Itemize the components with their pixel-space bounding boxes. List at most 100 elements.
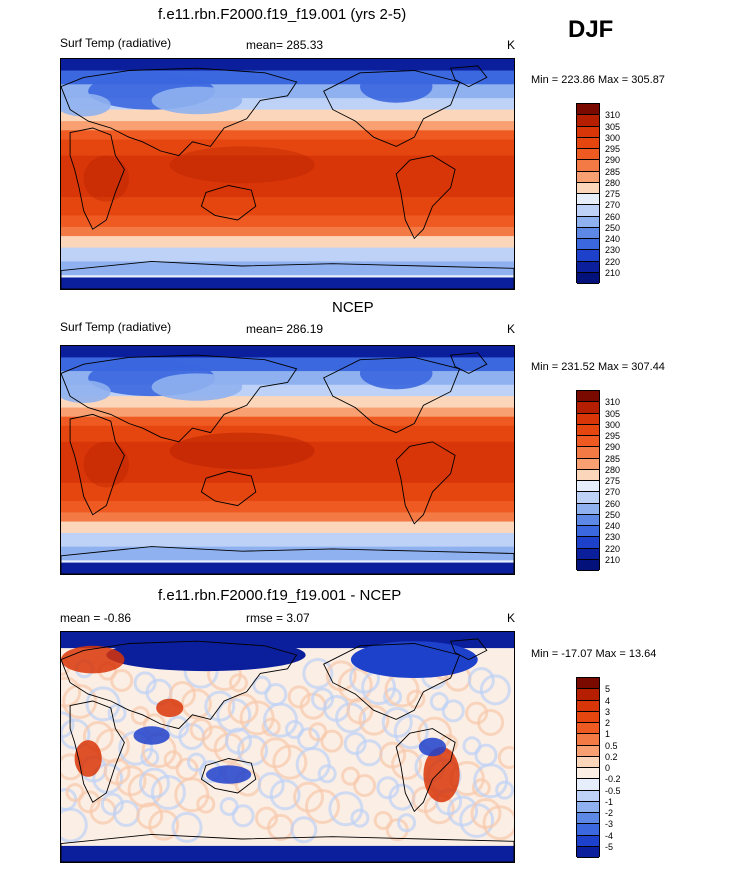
- colorbar-tick-label: 4: [605, 695, 611, 706]
- colorbar-tick-label: 240: [605, 234, 621, 244]
- colorbar-swatch: [577, 678, 599, 690]
- colorbar-tick-label: 230: [605, 245, 621, 256]
- colorbar-swatch: [577, 458, 599, 470]
- colorbar-tick-label: 230: [605, 532, 621, 543]
- colorbar-tick-label: -4: [605, 830, 614, 841]
- mean-label: mean= 286.19: [246, 322, 324, 336]
- colorbar-tick-label: 275: [605, 476, 621, 486]
- colorbar-tick-label: 280: [605, 177, 621, 188]
- colorbar-swatch: [577, 824, 599, 836]
- units-label: K: [507, 322, 516, 336]
- colorbar-swatch: [577, 272, 599, 284]
- panel-title: f.e11.rbn.F2000.f19_f19.001 - NCEP: [158, 587, 402, 604]
- colorbar-tick-label: 310: [605, 110, 621, 121]
- colorbar-swatch: [577, 391, 599, 403]
- map-plot: [60, 58, 515, 290]
- colorbar-swatch: [577, 700, 599, 712]
- colorbar-tick-label: 5: [605, 684, 611, 695]
- colorbar-swatch: [577, 813, 599, 825]
- colorbar: 310 305 300 295 290 285 280 275 270 260 250 240 230 2…: [576, 103, 620, 284]
- colorbar-tick-label: 0.2: [605, 751, 618, 762]
- colorbar-tick-label: 285: [605, 453, 621, 464]
- colorbar-swatch: [577, 481, 599, 493]
- colorbar-swatch: [577, 261, 599, 273]
- colorbar-tick-label: 300: [605, 419, 621, 430]
- colorbar-swatch: [577, 182, 599, 194]
- colorbar-swatch: [577, 149, 599, 161]
- colorbar-tick-label: 270: [605, 487, 621, 498]
- colorbar-swatch: [577, 205, 599, 217]
- colorbar-swatch: [577, 126, 599, 138]
- colorbar-tick-label: 220: [605, 543, 621, 554]
- colorbar-swatch: [577, 171, 599, 183]
- colorbar-swatch: [577, 436, 599, 448]
- temperature-field: [61, 59, 514, 289]
- colorbar-swatch: [577, 216, 599, 228]
- colorbar-swatch: [577, 413, 599, 425]
- colorbar-tick-label: -0.2: [605, 774, 621, 785]
- rmse-label: rmse = 3.07: [246, 611, 310, 625]
- mean-label: mean = -0.86: [60, 611, 132, 625]
- colorbar-tick-label: 0.5: [605, 740, 618, 751]
- colorbar-swatch: [577, 503, 599, 515]
- colorbar-tick-label: 270: [605, 200, 621, 211]
- temperature-field: [61, 346, 514, 574]
- colorbar-tick-label: 300: [605, 132, 621, 143]
- colorbar-tick-label: 290: [605, 442, 621, 453]
- minmax-label: Min = -17.07 Max = 13.64: [531, 648, 657, 660]
- colorbar-tick-label: 0: [605, 763, 611, 773]
- colorbar-tick-label: 240: [605, 521, 621, 531]
- colorbar-tick-label: 260: [605, 498, 621, 509]
- colorbar-swatch: [577, 835, 599, 847]
- colorbar-swatch: [577, 424, 599, 436]
- colorbar-swatch: [577, 194, 599, 206]
- colorbar-tick-label: 210: [605, 554, 621, 565]
- colorbar-tick-label: 250: [605, 509, 621, 520]
- colorbar-tick-label: 280: [605, 464, 621, 475]
- colorbar-swatch: [577, 239, 599, 251]
- colorbar-swatch: [577, 115, 599, 127]
- colorbar-swatch: [577, 801, 599, 813]
- colorbar-swatch: [577, 137, 599, 149]
- colorbar-swatch: [577, 104, 599, 116]
- colorbar-swatch: [577, 790, 599, 802]
- colorbar-swatch: [577, 711, 599, 723]
- colorbar-swatch: [577, 447, 599, 459]
- colorbar-swatch: [577, 526, 599, 538]
- colorbar-swatch: [577, 250, 599, 262]
- units-label: K: [507, 38, 516, 52]
- colorbar-swatch: [577, 745, 599, 757]
- colorbar-tick-label: 220: [605, 256, 621, 267]
- minmax-label: Min = 223.86 Max = 305.87: [531, 74, 665, 86]
- colorbar-tick-label: -1: [605, 796, 614, 807]
- mean-label: mean= 285.33: [246, 38, 324, 52]
- colorbar-tick-label: -0.5: [605, 785, 621, 796]
- panel-title: NCEP: [332, 299, 374, 316]
- variable-label: Surf Temp (radiative): [60, 320, 172, 334]
- colorbar-swatch: [577, 734, 599, 746]
- colorbar-tick-label: 250: [605, 222, 621, 233]
- colorbar-tick-label: 295: [605, 431, 621, 441]
- colorbar-tick-label: 1: [605, 729, 611, 740]
- colorbar-tick-label: -3: [605, 819, 614, 830]
- map-plot: [60, 345, 515, 575]
- colorbar-tick-label: 260: [605, 211, 621, 222]
- colorbar-swatch: [577, 160, 599, 172]
- colorbar-swatch: [577, 723, 599, 735]
- colorbar-swatch: [577, 689, 599, 701]
- colorbar-swatch: [577, 768, 599, 780]
- colorbar-tick-label: 310: [605, 397, 621, 408]
- colorbar-swatch: [577, 469, 599, 481]
- colorbar-tick-label: -2: [605, 808, 614, 818]
- difference-field: [61, 632, 514, 862]
- colorbar-tick-label: 290: [605, 155, 621, 166]
- colorbar-swatch: [577, 846, 599, 858]
- colorbar: 5 4 3 2 1 0.5 0.2 0 -0.2 -0.5 -1 -2 -3 -4 -5: [576, 677, 621, 858]
- variable-label: Surf Temp (radiative): [60, 36, 172, 50]
- panel-title: f.e11.rbn.F2000.f19_f19.001 (yrs 2-5): [158, 6, 407, 23]
- units-label: K: [507, 611, 516, 625]
- colorbar-swatch: [577, 548, 599, 560]
- season-label: DJF: [568, 16, 614, 43]
- colorbar-swatch: [577, 537, 599, 549]
- colorbar-tick-label: 3: [605, 706, 611, 717]
